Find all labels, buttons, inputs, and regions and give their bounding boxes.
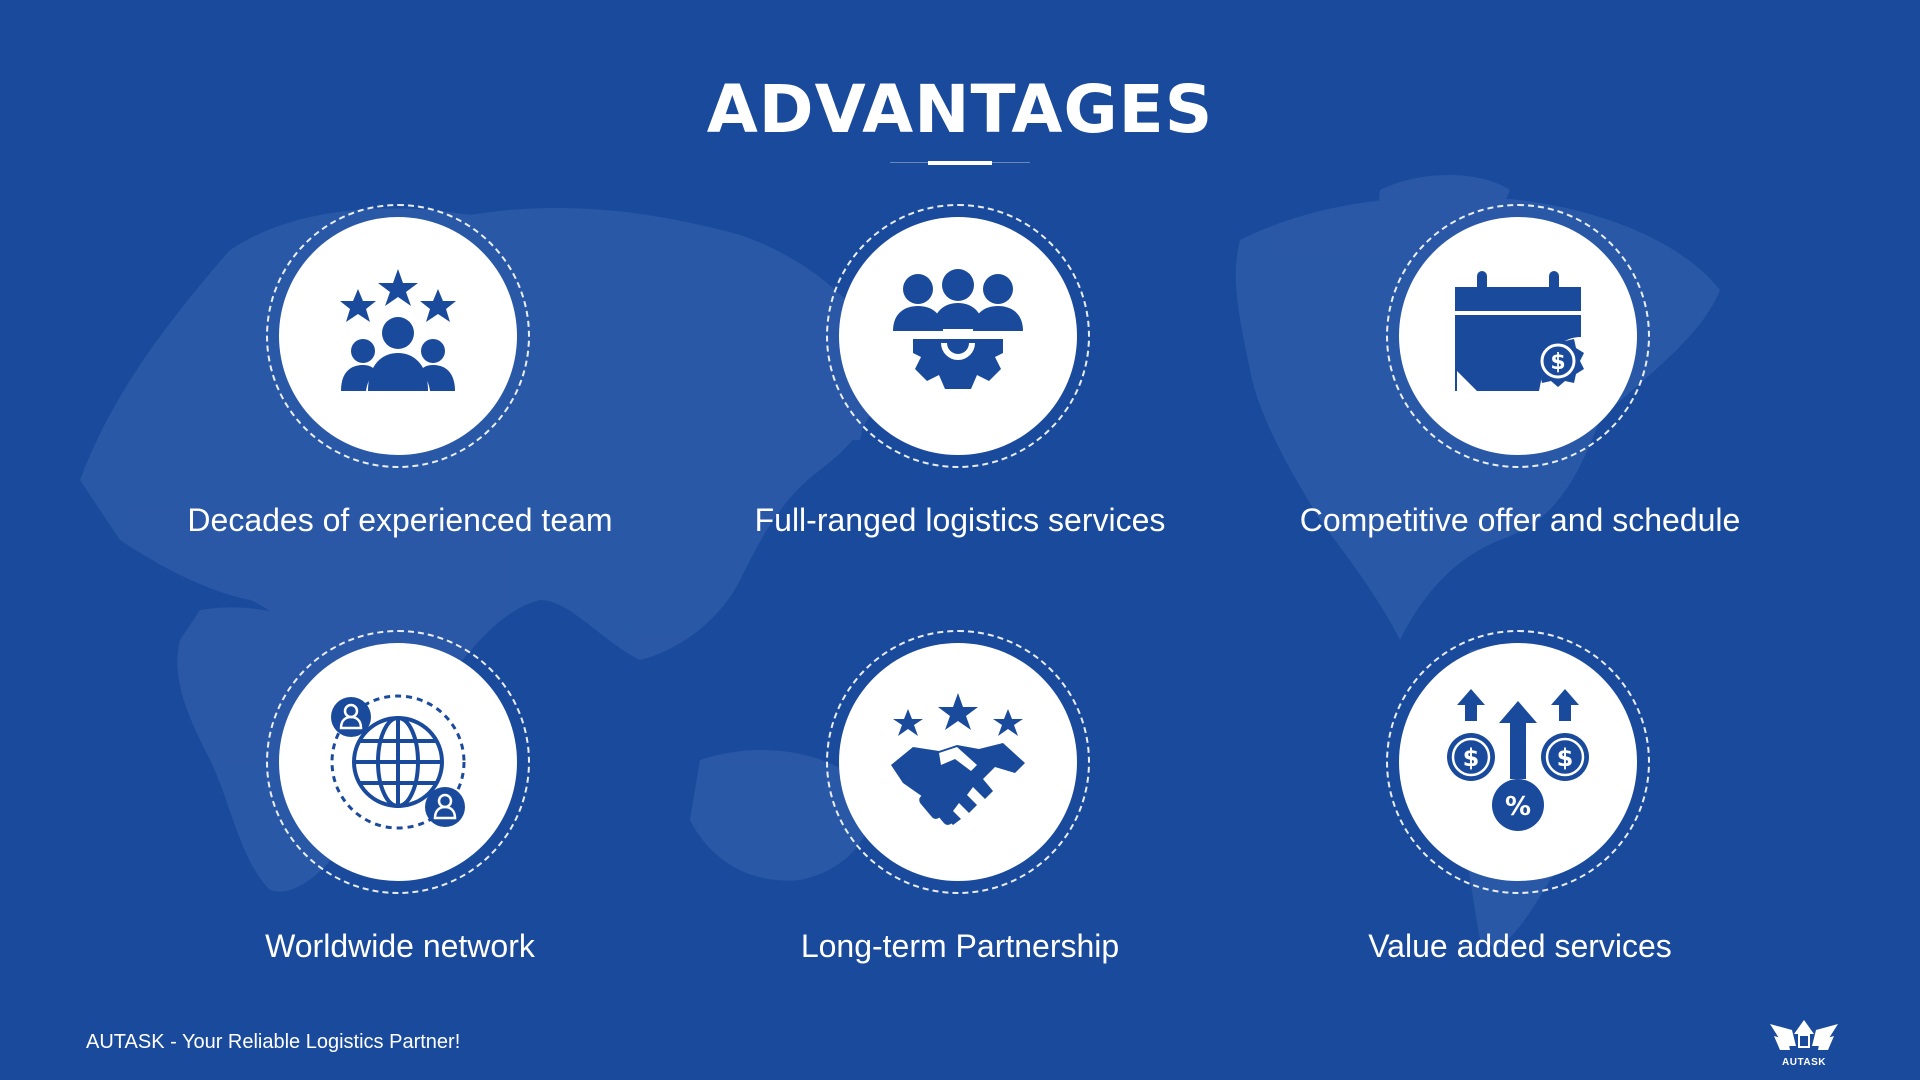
globe-network-icon (330, 694, 466, 830)
dollar-growth-icon: $ $ % (1447, 689, 1589, 831)
advantage-label: Worldwide network (265, 928, 535, 964)
handshake-stars-icon (891, 693, 1025, 825)
autask-logo-icon (1770, 1020, 1838, 1050)
footer-tagline: AUTASK - Your Reliable Logistics Partner… (86, 1031, 461, 1053)
icon-disc (839, 643, 1077, 881)
advantage-label: Long-term Partnership (800, 928, 1120, 964)
advantage-card-logistics-services: Full-ranged logistics services (720, 204, 1200, 624)
advantage-card-experienced-team: Decades of experienced team (160, 204, 640, 624)
svg-text:$: $ (1550, 350, 1565, 375)
icon-disc (279, 217, 517, 455)
svg-text:%: % (1505, 792, 1531, 822)
icon-disc: $ (1399, 217, 1637, 455)
advantage-card-value-added: $ $ % Value added services (1280, 630, 1760, 1050)
icon-disc (839, 217, 1077, 455)
team-gear-icon (883, 269, 1033, 389)
page-title: ADVANTAGES (706, 71, 1214, 148)
advantage-label: Decades of experienced team (187, 502, 613, 538)
icon-disc (279, 643, 517, 881)
advantage-card-worldwide-network: Worldwide network (160, 630, 640, 1050)
advantage-label: Full-ranged logistics services (754, 502, 1166, 538)
dashed-ring (1386, 204, 1650, 468)
dashed-ring (266, 630, 530, 894)
dashed-ring (266, 204, 530, 468)
title-underline (928, 161, 992, 165)
team-stars-icon (340, 269, 456, 391)
advantage-card-competitive-offer: $ Competitive offer and schedule (1280, 204, 1760, 624)
dashed-ring (1386, 630, 1650, 894)
icon-disc: $ $ % (1399, 643, 1637, 881)
calendar-dollar-icon: $ (1455, 271, 1584, 391)
svg-text:$: $ (1557, 744, 1574, 772)
advantage-label: Competitive offer and schedule (1299, 502, 1741, 538)
dashed-ring (826, 630, 1090, 894)
svg-text:$: $ (1463, 744, 1480, 772)
logo-wordmark: AUTASK (1782, 1057, 1826, 1068)
advantage-label: Value added services (1368, 928, 1672, 964)
dashed-ring (826, 204, 1090, 468)
advantage-card-partnership: Long-term Partnership (720, 630, 1200, 1050)
